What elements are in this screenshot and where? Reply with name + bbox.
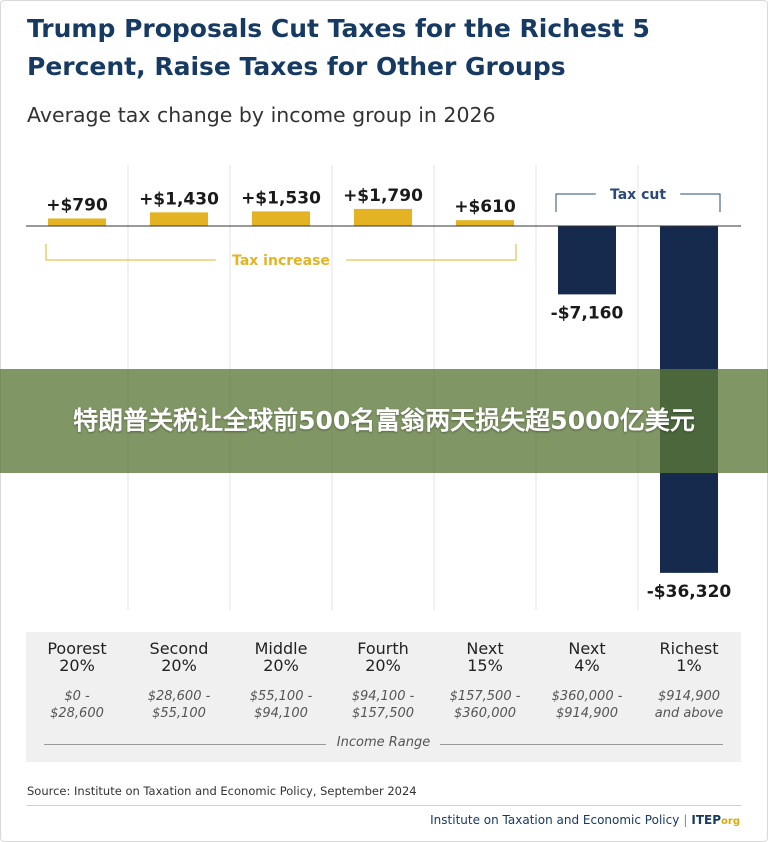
data-label: -$7,160 [551,303,624,323]
income-range-line-right [440,744,723,745]
income-group-column: Second 20% $28,600 - $55,100 [128,640,230,722]
bar [354,208,412,226]
tax-cut-annotation: Tax cut [610,187,666,203]
chart-subtitle: Average tax change by income group in 20… [27,103,496,127]
chart-title: Trump Proposals Cut Taxes for the Riches… [27,14,650,81]
income-group-name: Middle 20% [254,639,308,675]
income-group-column: Middle 20% $55,100 - $94,100 [230,640,332,722]
bar [150,212,208,226]
data-label: +$1,530 [241,188,321,208]
itep-logo: ITEP [691,813,722,827]
data-label: -$36,320 [647,582,732,602]
income-group-name: Poorest 20% [47,639,107,675]
tax-increase-bracket-left [45,244,216,261]
tax-increase-bracket-right [346,244,517,261]
income-group-range: $55,100 - $94,100 [249,689,313,721]
income-group-column: Poorest 20% $0 - $28,600 [26,640,128,722]
income-range-line-left [44,744,326,745]
income-group-range: $157,500 - $360,000 [449,689,521,721]
income-group-name: Richest 1% [659,639,719,675]
income-group-column: Next 4% $360,000 - $914,900 [536,640,638,722]
income-group-column: Next 15% $157,500 - $360,000 [434,640,536,722]
footer-credit: Institute on Taxation and Economic Polic… [430,813,740,827]
tax-cut-bracket-right [680,193,721,212]
bar [456,220,514,226]
banner-headline: 特朗普关税让全球前500名富翁两天损失超5000亿美元 [73,406,695,435]
income-range-label: Income Range [336,735,431,750]
data-label: +$790 [46,195,108,215]
footer-org-name: Institute on Taxation and Economic Polic… [430,813,680,827]
income-group-range: $28,600 - $55,100 [147,689,211,721]
data-label: +$1,430 [139,189,219,209]
income-group-name: Fourth 20% [357,639,409,675]
footer-separator: | [683,813,688,827]
news-banner: 特朗普关税让全球前500名富翁两天损失超5000亿美元 [0,369,768,473]
income-group-panel: Poorest 20% $0 - $28,600 Second 20% $28,600… [26,632,741,762]
income-group-range: $94,100 - $157,500 [351,689,415,721]
income-group-column: Fourth 20% $94,100 - $157,500 [332,640,434,722]
income-group-range: $0 - $28,600 [50,689,104,721]
footer-divider [27,805,741,806]
income-group-range: $360,000 - $914,900 [551,689,623,721]
bar [558,226,616,295]
itep-logo-suffix: org [721,816,740,827]
income-group-column: Richest 1% $914,900 and above [638,640,740,722]
income-group-name: Next 4% [568,639,606,675]
data-label: +$1,790 [343,186,423,206]
bar [252,211,310,226]
tax-increase-annotation: Tax increase [232,253,330,269]
income-group-name: Second 20% [149,639,209,675]
bar-chart: +$790 +$1,430 +$1,530 +$1,790 +$610 -$7,160 -$… [26,165,741,610]
data-label: +$610 [454,197,516,217]
bar [48,218,106,226]
income-group-range: $914,900 and above [654,689,724,721]
tax-cut-bracket-left [555,193,596,212]
source-note: Source: Institute on Taxation and Econom… [27,784,417,798]
income-group-name: Next 15% [466,639,504,675]
